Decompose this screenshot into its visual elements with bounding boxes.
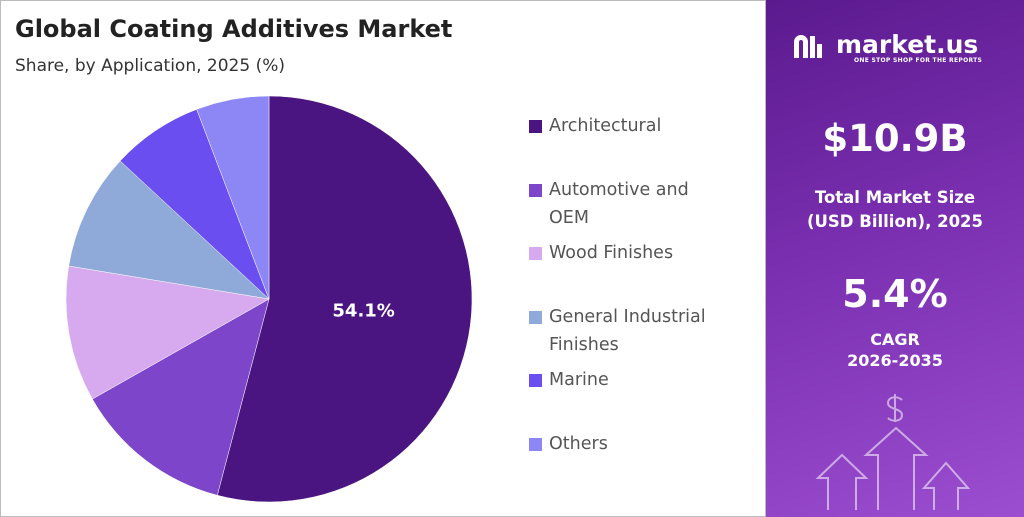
pie-slice xyxy=(68,160,270,300)
legend-swatch xyxy=(529,120,542,133)
pie-slice xyxy=(216,95,473,503)
legend-swatch xyxy=(529,310,542,324)
market-size: $10.9B xyxy=(822,117,968,160)
legend-label: Others xyxy=(549,434,608,454)
legend-item: Others xyxy=(529,430,734,458)
legend-swatch xyxy=(529,247,542,261)
chart-subtitle: Share, by Application, 2025 (%) xyxy=(15,56,285,76)
market-size-label: Total Market Size (USD Billion), 2025 xyxy=(806,188,984,231)
legend-item: Automotive and OEM xyxy=(529,176,734,232)
legend-label: Marine xyxy=(549,370,609,391)
tagline: ONE STOP SHOP FOR THE REPORTS xyxy=(854,57,983,64)
legend-item: Marine xyxy=(529,366,734,394)
legend-item: Architectural xyxy=(529,112,734,140)
pie-slice xyxy=(92,298,270,496)
panel-decor xyxy=(794,35,971,510)
chart-panel: Global Coating Additives Market Share, b… xyxy=(0,0,766,517)
arrows-icon xyxy=(815,394,971,510)
pie-slice xyxy=(196,95,270,300)
legend-swatch xyxy=(529,438,542,451)
cagr-label: CAGR xyxy=(870,330,920,349)
legend-swatch xyxy=(529,183,542,197)
cagr-period: 2026-2035 xyxy=(847,351,943,370)
chart-title: Global Coating Additives Market xyxy=(15,15,453,43)
legend-label: Wood Finishes xyxy=(549,243,674,264)
logo-icon xyxy=(794,35,822,58)
legend-label: Automotive and OEM xyxy=(549,179,689,228)
legend-label: General Industrial Finishes xyxy=(549,306,706,355)
pie-chart: 54.1% xyxy=(65,95,473,503)
cagr-value: 5.4% xyxy=(842,272,948,316)
data-label: 54.1% xyxy=(332,300,394,321)
pie-slice xyxy=(65,265,270,400)
logo-text: market.us xyxy=(836,30,979,59)
legend-swatch xyxy=(529,374,542,388)
legend-label: Architectural xyxy=(549,116,662,136)
summary-panel: market.us ONE STOP SHOP FOR THE REPORTS … xyxy=(766,0,1024,517)
legend-item: Wood Finishes xyxy=(529,239,734,267)
legend-item: General Industrial Finishes xyxy=(529,303,734,359)
